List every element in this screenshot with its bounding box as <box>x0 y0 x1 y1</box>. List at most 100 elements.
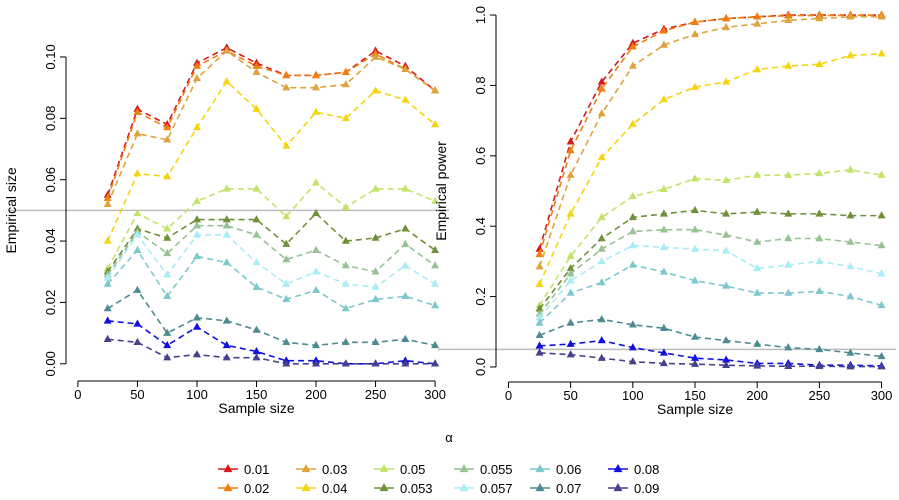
x-tick-label: 100 <box>186 387 208 402</box>
data-point-0.02 <box>691 17 699 25</box>
y-tick-label: 0.00 <box>43 351 58 376</box>
legend-label-0.08: 0.08 <box>634 462 659 477</box>
data-point-0.07 <box>431 340 440 349</box>
x-tick-label: 250 <box>365 387 387 402</box>
y-tick-label: 0.4 <box>473 217 488 235</box>
data-point-0.03 <box>628 61 637 69</box>
data-point-0.05 <box>341 202 350 211</box>
data-point-0.07 <box>341 337 350 346</box>
data-point-0.053 <box>628 212 637 221</box>
data-point-0.06 <box>784 288 793 296</box>
empirical-size-panel: 0.00 0.02 0.04 0.06 0.08 0.10 0 50 100 150 200 250 3… <box>3 43 449 416</box>
y-axis-title: Empirical size <box>3 167 19 254</box>
data-point-0.06 <box>597 278 606 286</box>
data-point-0.05 <box>431 196 440 204</box>
y-tick-label: 0.04 <box>43 228 58 253</box>
series-line-0.05 <box>538 169 882 306</box>
data-point-0.05 <box>784 170 793 178</box>
data-point-0.01 <box>597 77 606 85</box>
data-point-0.08 <box>252 347 261 355</box>
data-point-0.07 <box>163 328 172 336</box>
data-point-0.055 <box>312 245 321 254</box>
data-point-0.057 <box>628 241 637 249</box>
data-point-0.04 <box>371 86 380 94</box>
data-point-0.053 <box>222 215 231 223</box>
legend-marker-0.08 <box>613 463 623 473</box>
data-point-0.03 <box>691 29 699 38</box>
data-point-0.057 <box>133 230 142 238</box>
legend-marker-0.055 <box>459 463 469 473</box>
data-point-0.09 <box>846 362 855 370</box>
data-point-0.055 <box>282 255 291 263</box>
series-line-0.04 <box>538 52 882 285</box>
data-point-0.08 <box>597 336 606 344</box>
data-point-0.03 <box>597 109 606 117</box>
data-point-0.02 <box>192 61 201 69</box>
data-point-0.053 <box>431 245 440 254</box>
data-point-0.05 <box>815 168 824 177</box>
data-point-0.06 <box>722 281 731 289</box>
series-line-0.02 <box>106 49 436 199</box>
data-point-0.05 <box>597 212 606 221</box>
data-point-0.02 <box>753 12 762 20</box>
data-point-0.08 <box>722 355 731 363</box>
data-point-0.053 <box>566 263 575 272</box>
data-point-0.055 <box>846 237 855 245</box>
data-point-0.04 <box>192 123 201 131</box>
y-axis-title: Empirical power <box>433 141 449 241</box>
data-point-0.05 <box>133 208 142 217</box>
data-point-0.055 <box>691 225 699 233</box>
data-point-0.053 <box>877 211 886 219</box>
data-point-0.057 <box>431 279 440 287</box>
data-point-0.055 <box>597 244 606 252</box>
series-line-0.053 <box>107 212 436 273</box>
data-point-0.053 <box>192 215 201 223</box>
y-tick-label: 1.0 <box>473 6 488 24</box>
data-point-0.04 <box>659 95 668 103</box>
data-point-0.053 <box>815 209 824 217</box>
data-point-0.057 <box>282 279 291 287</box>
x-tick-label: 100 <box>622 388 644 403</box>
series-line-0.057 <box>538 244 882 319</box>
series-line-0.01 <box>538 14 882 250</box>
data-point-0.06 <box>371 294 380 303</box>
data-point-0.053 <box>659 209 668 217</box>
data-point-0.01 <box>566 137 575 145</box>
data-point-0.057 <box>341 279 350 287</box>
data-point-0.09 <box>222 353 231 361</box>
legend-label-0.05: 0.05 <box>400 462 425 477</box>
data-point-0.053 <box>535 304 544 312</box>
data-point-0.03 <box>877 12 886 20</box>
data-point-0.057 <box>163 270 172 278</box>
data-point-0.05 <box>371 184 380 192</box>
legend-marker-0.09 <box>613 482 623 492</box>
legend-marker-0.07 <box>535 482 545 492</box>
data-point-0.09 <box>371 359 380 367</box>
data-point-0.07 <box>371 337 380 346</box>
legend-marker-0.04 <box>301 482 311 492</box>
data-point-0.05 <box>312 178 321 186</box>
data-point-0.04 <box>628 119 637 127</box>
data-point-0.06 <box>401 291 410 300</box>
x-axis-title: Sample size <box>218 400 294 416</box>
data-point-0.05 <box>163 224 172 232</box>
data-point-0.04 <box>691 82 699 90</box>
x-tick-label: 300 <box>424 387 446 402</box>
data-point-0.09 <box>877 362 886 370</box>
data-point-0.057 <box>252 258 261 266</box>
data-point-0.055 <box>815 234 824 242</box>
data-point-0.053 <box>252 215 261 223</box>
x-tick-label: 250 <box>809 388 831 403</box>
data-point-0.08 <box>192 322 201 330</box>
data-point-0.09 <box>252 353 261 361</box>
data-point-0.07 <box>401 334 410 342</box>
data-point-0.06 <box>163 291 172 300</box>
data-point-0.07 <box>192 313 201 321</box>
data-point-0.03 <box>401 64 410 72</box>
data-point-0.03 <box>163 135 172 143</box>
y-tick-label: 0.10 <box>43 44 58 69</box>
series-line-0.02 <box>538 14 882 255</box>
series-line-0.07 <box>539 318 882 358</box>
data-point-0.06 <box>877 300 886 309</box>
